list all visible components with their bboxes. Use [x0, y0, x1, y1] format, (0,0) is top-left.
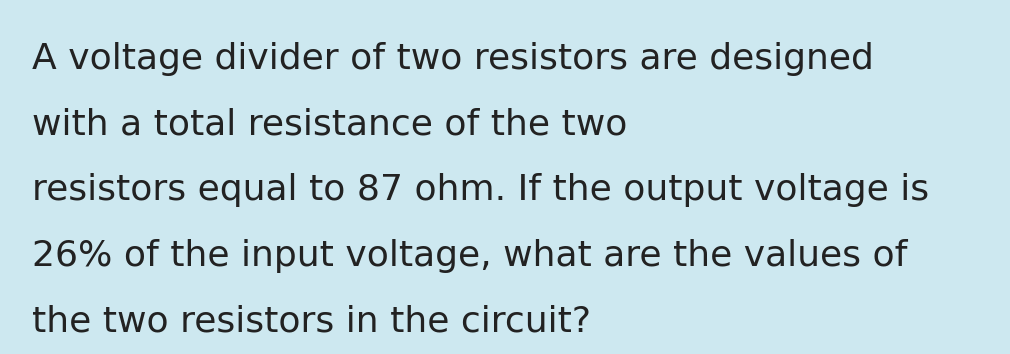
Text: A voltage divider of two resistors are designed: A voltage divider of two resistors are d… [32, 42, 875, 76]
Text: the two resistors in the circuit?: the two resistors in the circuit? [32, 304, 591, 338]
Text: resistors equal to 87 ohm. If the output voltage is: resistors equal to 87 ohm. If the output… [32, 173, 929, 207]
Text: 26% of the input voltage, what are the values of: 26% of the input voltage, what are the v… [32, 239, 908, 273]
Text: with a total resistance of the two: with a total resistance of the two [32, 108, 627, 142]
